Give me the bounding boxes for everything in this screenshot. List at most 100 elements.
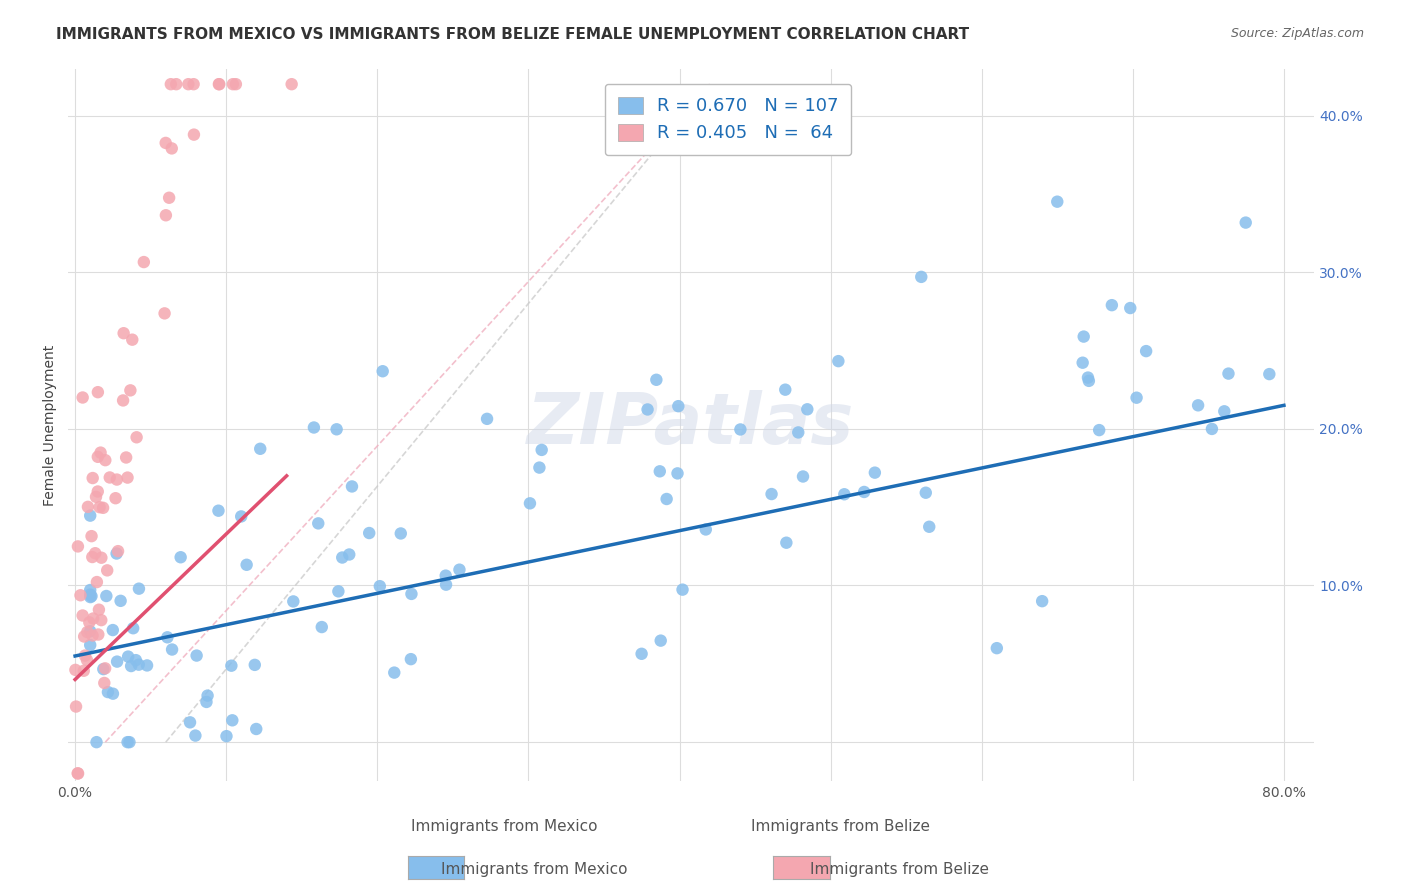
Point — [76, 625, 98, 640]
Point — [105, 655, 128, 669]
Point — [530, 442, 553, 457]
Point — [1031, 594, 1053, 608]
Point — [90, 550, 112, 565]
Point — [97, 685, 120, 699]
Point — [86, 575, 108, 590]
Point — [1234, 216, 1257, 230]
Point — [112, 393, 135, 408]
Point — [82, 549, 104, 564]
Point — [67, 766, 90, 780]
Point — [101, 623, 124, 637]
Point — [730, 422, 752, 436]
Point — [796, 402, 818, 417]
Point — [914, 485, 936, 500]
Point — [1135, 344, 1157, 359]
Point — [475, 412, 498, 426]
Point — [76, 653, 98, 667]
Point — [863, 466, 886, 480]
Point — [155, 208, 177, 222]
Point — [761, 487, 783, 501]
Point — [328, 584, 350, 599]
Point — [371, 364, 394, 378]
Point — [340, 479, 363, 493]
Point — [80, 589, 103, 603]
Point — [1101, 298, 1123, 312]
Text: IMMIGRANTS FROM MEXICO VS IMMIGRANTS FROM BELIZE FEMALE UNEMPLOYMENT CORRELATION: IMMIGRANTS FROM MEXICO VS IMMIGRANTS FRO… — [56, 27, 969, 42]
Point — [302, 420, 325, 434]
Point — [775, 535, 797, 549]
Legend: R = 0.670   N = 107, R = 0.405   N =  64: R = 0.670 N = 107, R = 0.405 N = 64 — [605, 84, 852, 155]
Point — [156, 630, 179, 644]
Point — [337, 548, 360, 562]
Point — [434, 568, 457, 582]
Point — [82, 628, 104, 642]
Point — [165, 77, 187, 91]
Point — [169, 550, 191, 565]
Point — [368, 579, 391, 593]
Point — [84, 546, 107, 560]
Point — [94, 453, 117, 467]
Point — [389, 526, 412, 541]
Point — [86, 735, 108, 749]
Point — [1077, 370, 1099, 384]
Point — [434, 577, 457, 591]
Point — [105, 473, 128, 487]
Point — [73, 664, 96, 678]
Point — [221, 714, 243, 728]
Point — [399, 652, 422, 666]
Point — [197, 689, 219, 703]
Point — [112, 326, 135, 341]
Point — [792, 469, 814, 483]
Point — [98, 470, 121, 484]
Point — [853, 485, 876, 500]
Point — [117, 735, 139, 749]
Point — [650, 633, 672, 648]
Point — [132, 255, 155, 269]
Point — [186, 648, 208, 663]
Point — [671, 582, 693, 597]
Point — [87, 450, 110, 464]
Point — [65, 699, 87, 714]
Point — [1073, 329, 1095, 343]
Point — [73, 648, 96, 663]
Point — [82, 611, 104, 625]
Point — [986, 641, 1008, 656]
Point — [96, 563, 118, 577]
Point — [1088, 423, 1111, 437]
Y-axis label: Female Unemployment: Female Unemployment — [44, 344, 58, 506]
Point — [96, 589, 118, 603]
Point — [235, 558, 257, 572]
Point — [787, 425, 810, 440]
Point — [208, 77, 231, 91]
Point — [221, 658, 243, 673]
Point — [834, 487, 856, 501]
Point — [449, 563, 471, 577]
Point — [87, 385, 110, 400]
Point — [311, 620, 333, 634]
Point — [910, 269, 932, 284]
Point — [79, 588, 101, 602]
Point — [157, 191, 180, 205]
Point — [325, 422, 347, 436]
Point — [120, 659, 142, 673]
Point — [73, 630, 96, 644]
Point — [159, 77, 181, 91]
Point — [117, 470, 139, 484]
Point — [153, 306, 176, 320]
Point — [125, 653, 148, 667]
Point — [630, 647, 652, 661]
Point — [207, 504, 229, 518]
Point — [121, 333, 143, 347]
Point — [1125, 391, 1147, 405]
Point — [1119, 301, 1142, 315]
Point — [87, 627, 110, 641]
Point — [648, 464, 671, 478]
Point — [89, 500, 111, 515]
Point — [1258, 367, 1281, 381]
Point — [283, 594, 305, 608]
Point — [87, 603, 110, 617]
Point — [208, 77, 231, 91]
Point — [115, 450, 138, 465]
Point — [160, 642, 183, 657]
Point — [66, 766, 89, 780]
